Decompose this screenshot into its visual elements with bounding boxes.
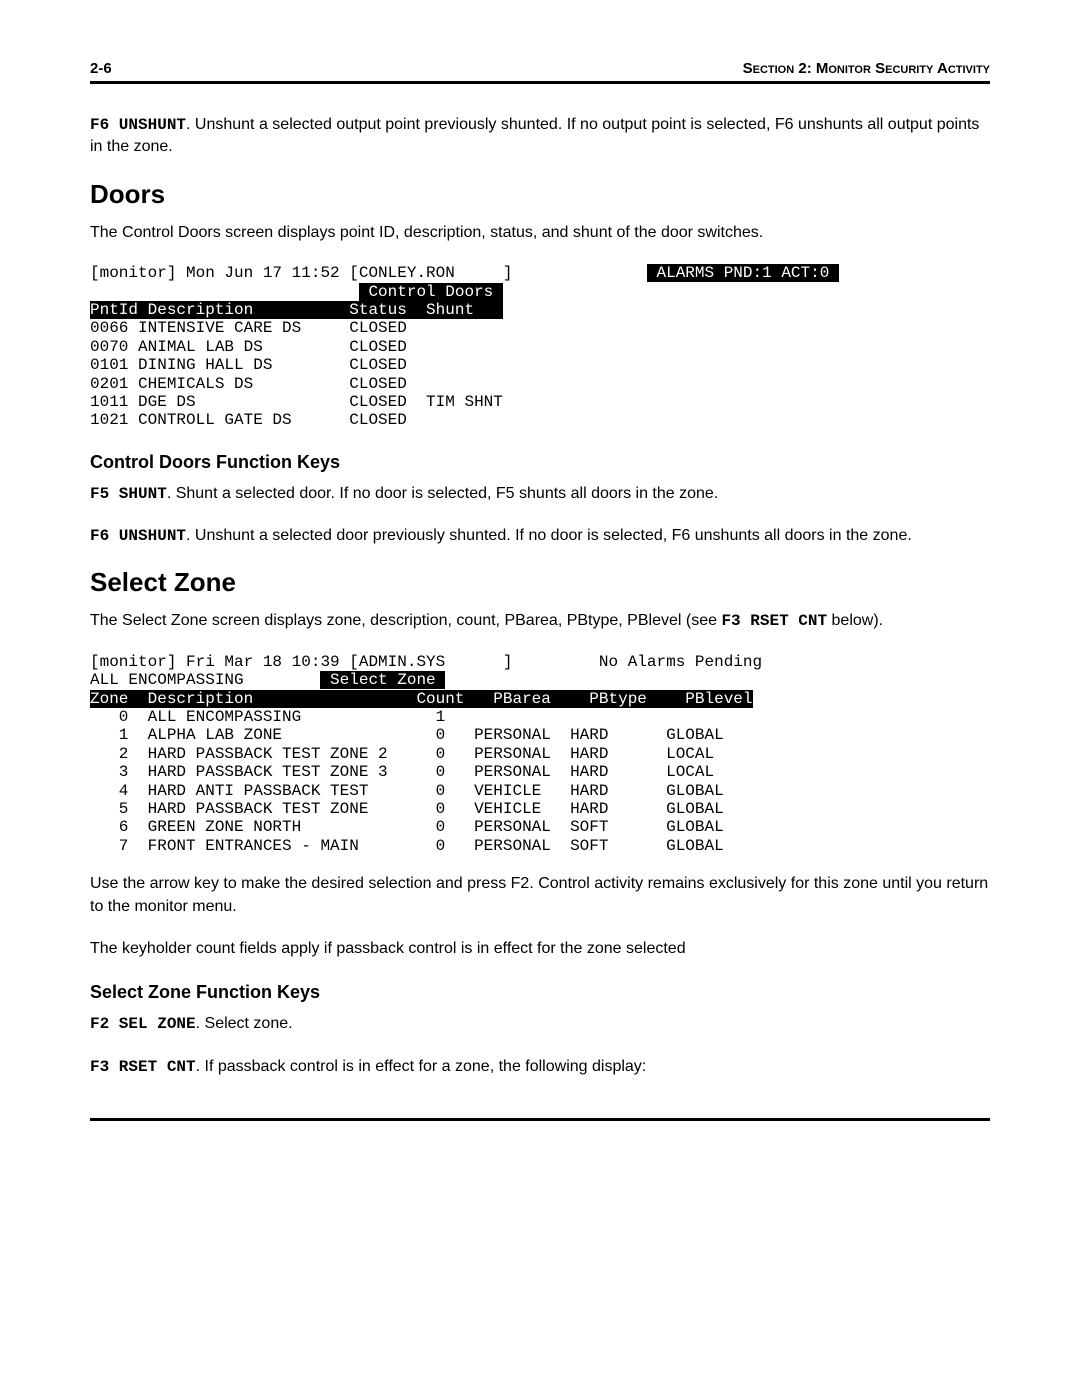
f2-sel-zone-key: F2 SEL ZONE bbox=[90, 1015, 196, 1033]
f6-unshunt-text-2: . Unshunt a selected door previously shu… bbox=[186, 527, 912, 544]
page-number: 2-6 bbox=[90, 60, 112, 77]
f5-shunt-text: . Shunt a selected door. If no door is s… bbox=[167, 485, 718, 502]
f6-unshunt-text: . Unshunt a selected output point previo… bbox=[90, 116, 979, 155]
sz-fkeys-heading: Select Zone Function Keys bbox=[90, 982, 990, 1003]
sz-intro-post: below). bbox=[827, 612, 883, 629]
doors-heading: Doors bbox=[90, 179, 990, 210]
doors-fkeys-heading: Control Doors Function Keys bbox=[90, 452, 990, 473]
select-zone-terminal: [monitor] Fri Mar 18 10:39 [ADMIN.SYS ] … bbox=[90, 653, 990, 855]
f6-unshunt-key: F6 UNSHUNT bbox=[90, 116, 186, 134]
doors-f5-para: F5 SHUNT. Shunt a selected door. If no d… bbox=[90, 483, 990, 505]
doors-f6-para: F6 UNSHUNT. Unshunt a selected door prev… bbox=[90, 525, 990, 547]
section-label: Section 2: Monitor Security Activity bbox=[743, 60, 990, 77]
intro-paragraph: F6 UNSHUNT. Unshunt a selected output po… bbox=[90, 114, 990, 159]
sz-intro-pre: The Select Zone screen displays zone, de… bbox=[90, 612, 721, 629]
f2-sel-zone-text: . Select zone. bbox=[196, 1015, 293, 1032]
sz-f2-para: F2 SEL ZONE. Select zone. bbox=[90, 1013, 990, 1035]
page-footer-rule bbox=[90, 1118, 990, 1121]
f3-rset-cnt-text: . If passback control is in effect for a… bbox=[196, 1058, 647, 1075]
sz-intro-key: F3 RSET CNT bbox=[721, 612, 827, 630]
sz-post1: Use the arrow key to make the desired se… bbox=[90, 873, 990, 918]
sz-post2: The keyholder count fields apply if pass… bbox=[90, 938, 990, 960]
doors-intro: The Control Doors screen displays point … bbox=[90, 222, 990, 244]
f6-unshunt-key-2: F6 UNSHUNT bbox=[90, 527, 186, 545]
select-zone-intro: The Select Zone screen displays zone, de… bbox=[90, 610, 990, 632]
select-zone-heading: Select Zone bbox=[90, 567, 990, 598]
doors-terminal: [monitor] Mon Jun 17 11:52 [CONLEY.RON ]… bbox=[90, 264, 990, 430]
page-header: 2-6 Section 2: Monitor Security Activity bbox=[90, 60, 990, 84]
sz-f3-para: F3 RSET CNT. If passback control is in e… bbox=[90, 1056, 990, 1078]
f3-rset-cnt-key: F3 RSET CNT bbox=[90, 1058, 196, 1076]
f5-shunt-key: F5 SHUNT bbox=[90, 485, 167, 503]
